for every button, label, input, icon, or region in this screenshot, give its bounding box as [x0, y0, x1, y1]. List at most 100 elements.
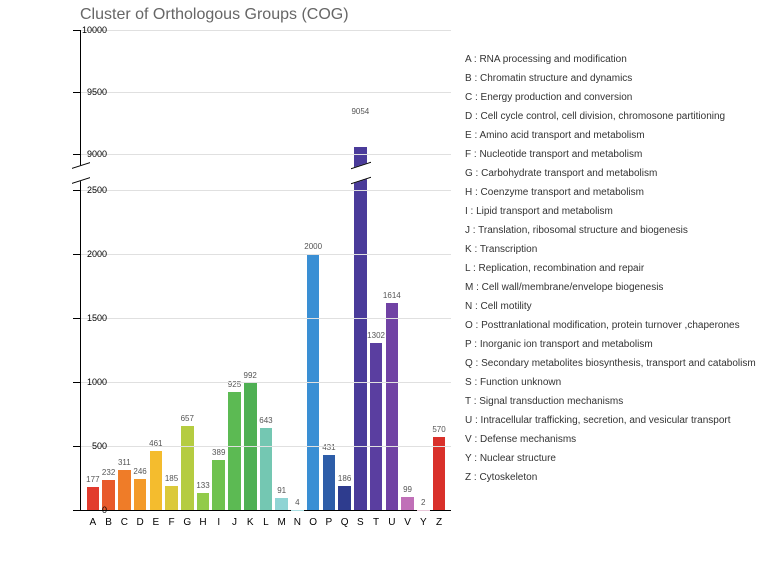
- bar-value-label: 246: [133, 467, 146, 476]
- bar-value-label: 185: [165, 474, 178, 483]
- x-axis-label: L: [258, 517, 274, 528]
- legend-item: Q : Secondary metabolites biosynthesis, …: [465, 354, 765, 373]
- bar-cell: 570Z: [431, 30, 447, 510]
- x-axis-label: T: [368, 517, 384, 528]
- bar: 99: [401, 497, 414, 510]
- bar-value-label: 2: [421, 498, 425, 507]
- legend-item: U : Intracellular trafficking, secretion…: [465, 411, 765, 430]
- bar: 1614: [386, 303, 399, 510]
- grid-line: [81, 92, 451, 93]
- bar-value-label: 4: [295, 498, 299, 507]
- x-axis-label: G: [179, 517, 195, 528]
- bar-cell: 643L: [258, 30, 274, 510]
- grid-line: [81, 30, 451, 31]
- y-axis-label: 1000: [67, 377, 107, 387]
- x-axis-label: D: [132, 517, 148, 528]
- bar-cell: 2Y: [415, 30, 431, 510]
- plot-area: 177A232B311C246D461E185F657G133H389I925J…: [80, 30, 451, 511]
- bar: 461: [150, 451, 163, 510]
- legend-item: I : Lipid transport and metabolism: [465, 202, 765, 221]
- grid-line: [81, 154, 451, 155]
- bar-value-label: 177: [86, 475, 99, 484]
- x-axis-label: Z: [431, 517, 447, 528]
- x-axis-label: K: [242, 517, 258, 528]
- legend-item: D : Cell cycle control, cell division, c…: [465, 107, 765, 126]
- grid-line: [81, 446, 451, 447]
- legend-item: E : Amino acid transport and metabolism: [465, 126, 765, 145]
- bar: 570: [433, 437, 446, 510]
- bar: 657: [181, 426, 194, 510]
- x-axis-label: U: [384, 517, 400, 528]
- legend-item: V : Defense mechanisms: [465, 430, 765, 449]
- x-axis-label: M: [274, 517, 290, 528]
- bar: 643: [260, 428, 273, 510]
- bar-value-label: 133: [196, 481, 209, 490]
- bar-cell: 992K: [242, 30, 258, 510]
- bar: 431: [323, 455, 336, 510]
- bar-value-label: 186: [338, 474, 351, 483]
- legend-item: M : Cell wall/membrane/envelope biogenes…: [465, 278, 765, 297]
- bar-value-label: 9054: [351, 107, 369, 116]
- bar-cell: 389I: [211, 30, 227, 510]
- x-axis-label: I: [211, 517, 227, 528]
- bar-cell: 1614U: [384, 30, 400, 510]
- y-axis-label: 2000: [67, 249, 107, 259]
- bar-cell: 91M: [274, 30, 290, 510]
- legend-item: O : Posttranlational modification, prote…: [465, 316, 765, 335]
- bar: 133: [197, 493, 210, 510]
- y-axis-label: 2500: [67, 185, 107, 195]
- bar: 186: [338, 486, 351, 510]
- legend-item: B : Chromatin structure and dynamics: [465, 69, 765, 88]
- bar-value-label: 992: [244, 371, 257, 380]
- legend-item: J : Translation, ribosomal structure and…: [465, 221, 765, 240]
- y-axis-label: 9500: [67, 87, 107, 97]
- legend-item: K : Transcription: [465, 240, 765, 259]
- bar: 4: [291, 510, 304, 511]
- x-axis-label: V: [400, 517, 416, 528]
- bar-value-label: 925: [228, 380, 241, 389]
- x-axis-label: H: [195, 517, 211, 528]
- y-axis-label: 500: [67, 441, 107, 451]
- x-axis-label: O: [305, 517, 321, 528]
- bar-value-label: 570: [432, 425, 445, 434]
- bar-cell: 657G: [179, 30, 195, 510]
- legend-item: N : Cell motility: [465, 297, 765, 316]
- x-axis-label: C: [116, 517, 132, 528]
- bar-cell: 431P: [321, 30, 337, 510]
- chart-area: 177A232B311C246D461E185F657G133H389I925J…: [50, 30, 450, 530]
- legend-item: P : Inorganic ion transport and metaboli…: [465, 335, 765, 354]
- bar-cell: 186Q: [337, 30, 353, 510]
- bar-cell: 9054S: [352, 30, 368, 510]
- bar: 91: [275, 498, 288, 510]
- bar: 925: [228, 392, 241, 510]
- y-axis-label: 1500: [67, 313, 107, 323]
- legend-item: G : Carbohydrate transport and metabolis…: [465, 164, 765, 183]
- bar-cell: 177A: [85, 30, 101, 510]
- bar: 389: [212, 460, 225, 510]
- bar-cell: 311C: [116, 30, 132, 510]
- bar: 1302: [370, 343, 383, 510]
- bar-value-label: 232: [102, 468, 115, 477]
- x-axis-label: B: [101, 517, 117, 528]
- bars-container: 177A232B311C246D461E185F657G133H389I925J…: [81, 30, 451, 510]
- x-axis-label: Y: [415, 517, 431, 528]
- legend-item: H : Coenzyme transport and metabolism: [465, 183, 765, 202]
- x-axis-label: S: [352, 517, 368, 528]
- grid-line: [81, 190, 451, 191]
- legend-item: Z : Cytoskeleton: [465, 468, 765, 487]
- bar: 246: [134, 479, 147, 510]
- bar-cell: 2000O: [305, 30, 321, 510]
- bar-cell: 4N: [290, 30, 306, 510]
- bar: 9054: [354, 147, 367, 510]
- x-axis-label: Q: [337, 517, 353, 528]
- bar-value-label: 389: [212, 448, 225, 457]
- y-axis-label: 9000: [67, 149, 107, 159]
- x-axis-label: E: [148, 517, 164, 528]
- bar-cell: 185F: [164, 30, 180, 510]
- legend-item: A : RNA processing and modification: [465, 50, 765, 69]
- bar-value-label: 431: [322, 443, 335, 452]
- grid-line: [81, 318, 451, 319]
- bar-value-label: 99: [403, 485, 412, 494]
- bar-value-label: 2000: [304, 242, 322, 251]
- bar-cell: 99V: [400, 30, 416, 510]
